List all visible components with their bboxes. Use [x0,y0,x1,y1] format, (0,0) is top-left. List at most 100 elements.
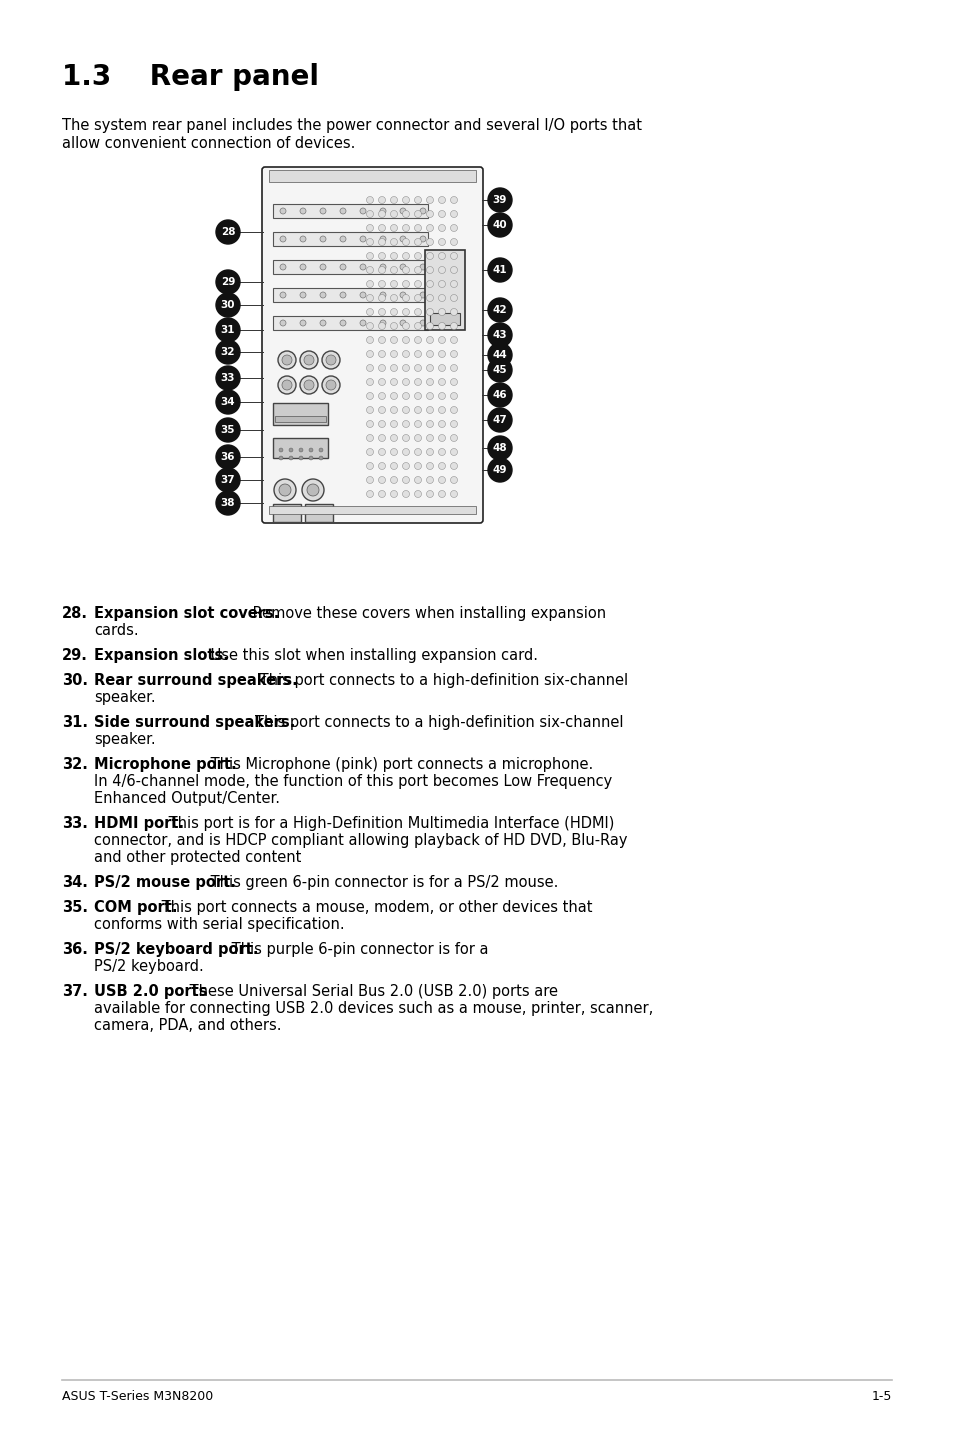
Circle shape [402,351,409,358]
Circle shape [402,253,409,259]
Circle shape [438,393,445,400]
Circle shape [390,434,397,441]
Bar [424,250,464,329]
Circle shape [215,318,240,342]
Circle shape [280,265,286,270]
Circle shape [450,490,457,498]
Circle shape [426,266,433,273]
Bar [274,416,326,421]
Circle shape [414,253,421,259]
Bar [273,403,328,426]
Text: 41: 41 [492,265,507,275]
Circle shape [277,351,295,370]
Circle shape [302,479,324,500]
Circle shape [339,265,346,270]
Circle shape [390,449,397,456]
Circle shape [215,444,240,469]
Circle shape [488,298,512,322]
Circle shape [402,463,409,469]
Circle shape [399,265,406,270]
Circle shape [299,236,306,242]
Circle shape [289,456,293,460]
Circle shape [414,309,421,315]
Circle shape [299,321,306,326]
Circle shape [322,351,339,370]
Text: 29.: 29. [62,649,88,663]
Circle shape [414,476,421,483]
Text: 28: 28 [220,227,235,237]
Circle shape [402,309,409,315]
Circle shape [390,197,397,204]
Circle shape [277,375,295,394]
Circle shape [390,476,397,483]
Circle shape [366,266,374,273]
Circle shape [488,358,512,383]
Circle shape [438,253,445,259]
Text: The system rear panel includes the power connector and several I/O ports that: The system rear panel includes the power… [62,118,641,132]
Circle shape [378,463,385,469]
Text: speaker.: speaker. [94,732,155,746]
Circle shape [402,490,409,498]
Circle shape [402,407,409,414]
Circle shape [402,239,409,246]
Circle shape [390,280,397,288]
Circle shape [359,292,366,298]
Text: In 4/6-channel mode, the function of this port becomes Low Frequency: In 4/6-channel mode, the function of thi… [94,774,612,789]
Text: COM port.: COM port. [94,900,177,915]
Circle shape [450,336,457,344]
Circle shape [339,321,346,326]
Circle shape [366,393,374,400]
Text: This Microphone (pink) port connects a microphone.: This Microphone (pink) port connects a m… [206,756,593,772]
Text: This port connects a mouse, modem, or other devices that: This port connects a mouse, modem, or ot… [157,900,592,915]
Text: This green 6-pin connector is for a PS/2 mouse.: This green 6-pin connector is for a PS/2… [206,874,558,890]
Circle shape [390,253,397,259]
Circle shape [390,224,397,232]
Circle shape [399,292,406,298]
Circle shape [438,280,445,288]
Text: 1-5: 1-5 [871,1391,891,1403]
Circle shape [215,467,240,492]
Circle shape [426,322,433,329]
Circle shape [280,292,286,298]
Circle shape [379,321,386,326]
Text: cards.: cards. [94,623,138,638]
Circle shape [438,239,445,246]
Circle shape [339,209,346,214]
Circle shape [280,209,286,214]
Circle shape [366,407,374,414]
Circle shape [339,236,346,242]
Circle shape [488,188,512,211]
Text: connector, and is HDCP compliant allowing playback of HD DVD, Blu-Ray: connector, and is HDCP compliant allowin… [94,833,627,848]
Circle shape [438,351,445,358]
Circle shape [319,236,326,242]
Circle shape [450,351,457,358]
Circle shape [390,351,397,358]
Circle shape [438,266,445,273]
Circle shape [378,280,385,288]
Circle shape [402,393,409,400]
Circle shape [215,339,240,364]
Circle shape [390,364,397,371]
Circle shape [378,449,385,456]
Circle shape [390,463,397,469]
Text: 28.: 28. [62,605,88,621]
Circle shape [379,236,386,242]
Circle shape [402,364,409,371]
Text: 34: 34 [220,397,235,407]
Circle shape [426,407,433,414]
Circle shape [414,239,421,246]
Circle shape [402,295,409,302]
Text: 35.: 35. [62,900,88,915]
Text: 33.: 33. [62,815,88,831]
Circle shape [426,490,433,498]
Circle shape [366,322,374,329]
Circle shape [402,266,409,273]
Text: This port is for a High-Definition Multimedia Interface (HDMI): This port is for a High-Definition Multi… [164,815,614,831]
Circle shape [438,224,445,232]
Circle shape [378,476,385,483]
Circle shape [378,378,385,385]
Text: 35: 35 [220,426,235,436]
Circle shape [438,336,445,344]
Text: This port connects to a high-definition six-channel: This port connects to a high-definition … [254,673,627,687]
Circle shape [399,209,406,214]
